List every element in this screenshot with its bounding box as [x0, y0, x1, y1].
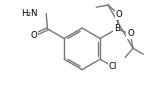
Text: O: O [30, 31, 37, 40]
Text: O: O [116, 10, 123, 19]
Text: O: O [127, 29, 134, 38]
Text: H₂N: H₂N [21, 9, 38, 18]
Text: B: B [114, 24, 120, 33]
Text: Cl: Cl [108, 62, 117, 71]
